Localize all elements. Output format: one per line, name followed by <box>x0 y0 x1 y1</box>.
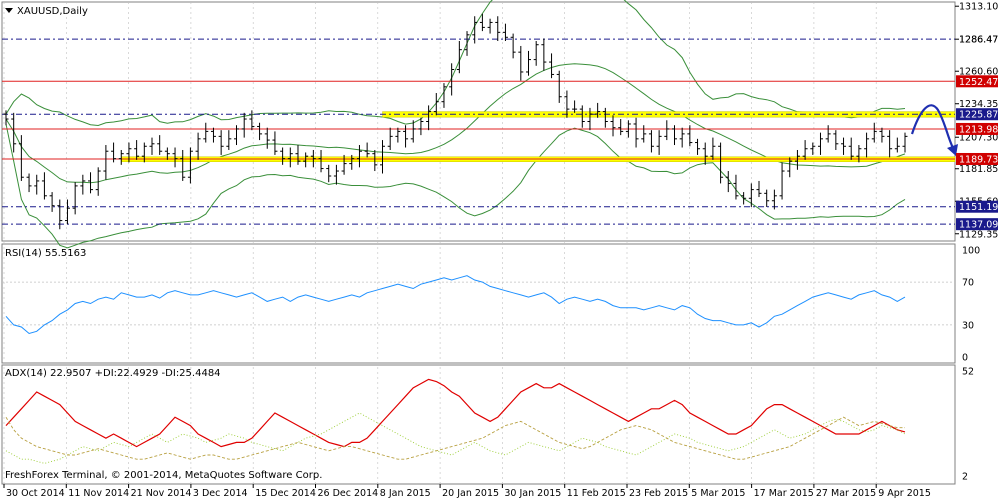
rsi-tick-label: 0 <box>962 353 968 364</box>
lower-band-line <box>5 123 906 249</box>
projection-arrow <box>910 104 956 153</box>
level-badge-label: 1225.87 <box>959 110 998 121</box>
x-tick-label: 3 Dec 2014 <box>193 488 248 499</box>
rsi-title: RSI(14) 55.5163 <box>5 248 86 259</box>
price-pane <box>1 1 956 242</box>
level-badge-label: 1189.73 <box>959 154 998 165</box>
level-badge <box>956 200 998 213</box>
level-badge-label: 1137.09 <box>959 220 998 231</box>
price-tick-label: 1286.47 <box>959 35 998 46</box>
level-badge <box>956 122 998 135</box>
adx-tick-label: 2 <box>962 472 968 483</box>
x-tick-label: 27 Mar 2015 <box>816 488 876 499</box>
footer-copyright: FreshForex Terminal, © 2001-2014, MetaQu… <box>5 470 322 481</box>
level-badge-label: 1252.47 <box>959 77 998 88</box>
x-tick-label: 5 Mar 2015 <box>691 488 745 499</box>
price-tick-label: 1260.60 <box>959 67 998 78</box>
rsi-tick-label: 70 <box>962 278 974 289</box>
level-badge-label: 1213.98 <box>959 124 998 135</box>
upper-band-line <box>5 0 906 127</box>
x-tick-label: 30 Jan 2015 <box>504 488 561 499</box>
x-tick-label: 23 Feb 2015 <box>629 488 688 499</box>
x-tick-label: 15 Dec 2014 <box>255 488 316 499</box>
adx-tick-label: 52 <box>962 367 974 378</box>
x-tick-label: 21 Nov 2014 <box>131 488 192 499</box>
x-tick-label: 11 Nov 2014 <box>68 488 129 499</box>
level-badge <box>956 75 998 88</box>
rsi-tick-label: 30 <box>962 320 974 331</box>
level-badge <box>956 218 998 231</box>
level-badge <box>956 108 998 121</box>
minus-di-line <box>5 416 905 460</box>
x-tick-label: 17 Mar 2015 <box>754 488 814 499</box>
price-tick-label: 1181.85 <box>959 164 998 175</box>
chart-menu-triangle-icon[interactable] <box>5 8 13 13</box>
level-badge <box>956 152 998 165</box>
plus-di-line <box>5 412 906 464</box>
middle-band-line <box>5 63 906 184</box>
rsi-tick-label: 100 <box>962 246 980 257</box>
price-tick-label: 1313.10 <box>959 2 998 13</box>
x-tick-label: 9 Apr 2015 <box>878 488 931 499</box>
x-tick-label: 26 Dec 2014 <box>318 488 379 499</box>
x-tick-label: 11 Feb 2015 <box>567 488 626 499</box>
adx-title: ADX(14) 22.9507 +DI:22.4929 -DI:25.4484 <box>5 368 221 379</box>
adx-line <box>5 378 906 448</box>
symbol-title: XAUUSD,Daily <box>17 6 88 17</box>
adx-pane <box>1 364 956 485</box>
price-tick-label: 1207.30 <box>959 133 998 144</box>
level-badge-label: 1151.19 <box>959 202 998 213</box>
x-tick-label: 8 Jan 2015 <box>380 488 431 499</box>
level-badge-label: 1286.47 <box>959 35 998 46</box>
price-tick-label: 1129.35 <box>959 229 998 240</box>
rsi-pane <box>1 243 956 364</box>
x-tick-label: 20 Jan 2015 <box>442 488 499 499</box>
x-tick-label: 30 Oct 2014 <box>6 488 65 499</box>
projection-arrow-head-icon <box>947 144 958 156</box>
rsi-line <box>5 275 906 335</box>
price-tick-label: 1234.35 <box>959 99 998 110</box>
